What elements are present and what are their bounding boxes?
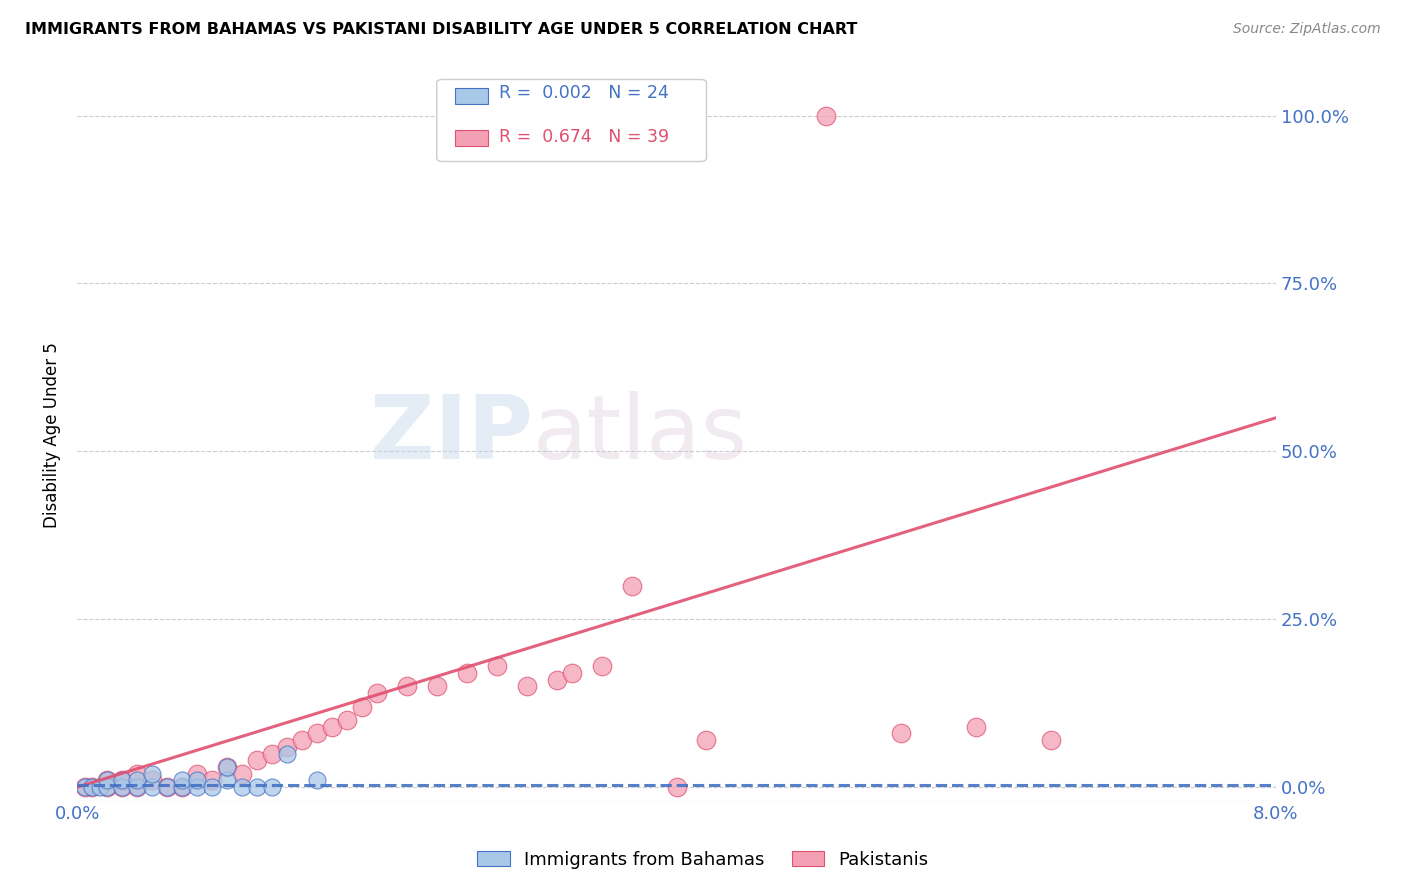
Point (215, 760, 238, 774)
Point (276, 739, 298, 754)
Text: IMMIGRANTS FROM BAHAMAS VS PAKISTANI DISABILITY AGE UNDER 5 CORRELATION CHART: IMMIGRANTS FROM BAHAMAS VS PAKISTANI DIS… (25, 22, 858, 37)
Point (321, 720, 343, 734)
Point (291, 733, 314, 747)
Point (695, 733, 717, 747)
Point (156, 780, 179, 794)
Point (170, 773, 193, 788)
Point (186, 766, 208, 780)
Point (201, 780, 224, 794)
Point (305, 726, 328, 740)
FancyBboxPatch shape (437, 79, 706, 161)
Point (815, 109, 838, 123)
Point (620, 579, 643, 593)
Point (231, 780, 253, 794)
Point (665, 780, 688, 794)
Point (246, 780, 269, 794)
Point (111, 773, 134, 788)
Point (965, 720, 987, 734)
Point (395, 680, 418, 694)
Point (350, 699, 373, 714)
Text: Source: ZipAtlas.com: Source: ZipAtlas.com (1233, 22, 1381, 37)
Point (366, 686, 388, 700)
Point (170, 780, 193, 794)
Point (890, 726, 912, 740)
Bar (454, 87, 488, 103)
Point (125, 766, 148, 780)
Point (260, 747, 283, 761)
Text: R =  0.002   N = 24: R = 0.002 N = 24 (499, 85, 669, 103)
Point (96, 780, 118, 794)
Point (111, 773, 134, 788)
Point (336, 713, 359, 727)
Text: R =  0.674   N = 39: R = 0.674 N = 39 (499, 128, 669, 145)
Point (141, 773, 163, 788)
Point (80, 780, 103, 794)
Point (125, 773, 148, 788)
Point (141, 780, 163, 794)
Point (125, 780, 148, 794)
Text: ZIP: ZIP (370, 391, 533, 478)
Point (260, 780, 283, 794)
Point (156, 780, 179, 794)
Point (73, 780, 96, 794)
Point (73, 780, 96, 794)
Point (111, 780, 134, 794)
Point (561, 665, 583, 680)
Point (456, 665, 478, 680)
Point (215, 760, 238, 774)
Point (305, 773, 328, 788)
Point (516, 680, 538, 694)
Point (246, 753, 269, 767)
Point (276, 747, 298, 761)
Point (186, 773, 208, 788)
Point (231, 766, 253, 780)
Point (141, 766, 163, 780)
Point (96, 773, 118, 788)
Point (591, 659, 613, 673)
Point (485, 659, 508, 673)
Text: atlas: atlas (533, 391, 748, 478)
Point (80, 780, 103, 794)
Point (215, 773, 238, 788)
Y-axis label: Disability Age Under 5: Disability Age Under 5 (44, 342, 60, 527)
Point (125, 780, 148, 794)
Point (546, 673, 568, 687)
Bar (454, 130, 488, 146)
Point (1040, 733, 1063, 747)
Point (426, 680, 449, 694)
Point (201, 773, 224, 788)
Point (186, 780, 208, 794)
Point (170, 780, 193, 794)
Point (111, 780, 134, 794)
Point (89, 780, 111, 794)
Point (96, 773, 118, 788)
Legend: Immigrants from Bahamas, Pakistanis: Immigrants from Bahamas, Pakistanis (470, 844, 936, 876)
Point (96, 780, 118, 794)
